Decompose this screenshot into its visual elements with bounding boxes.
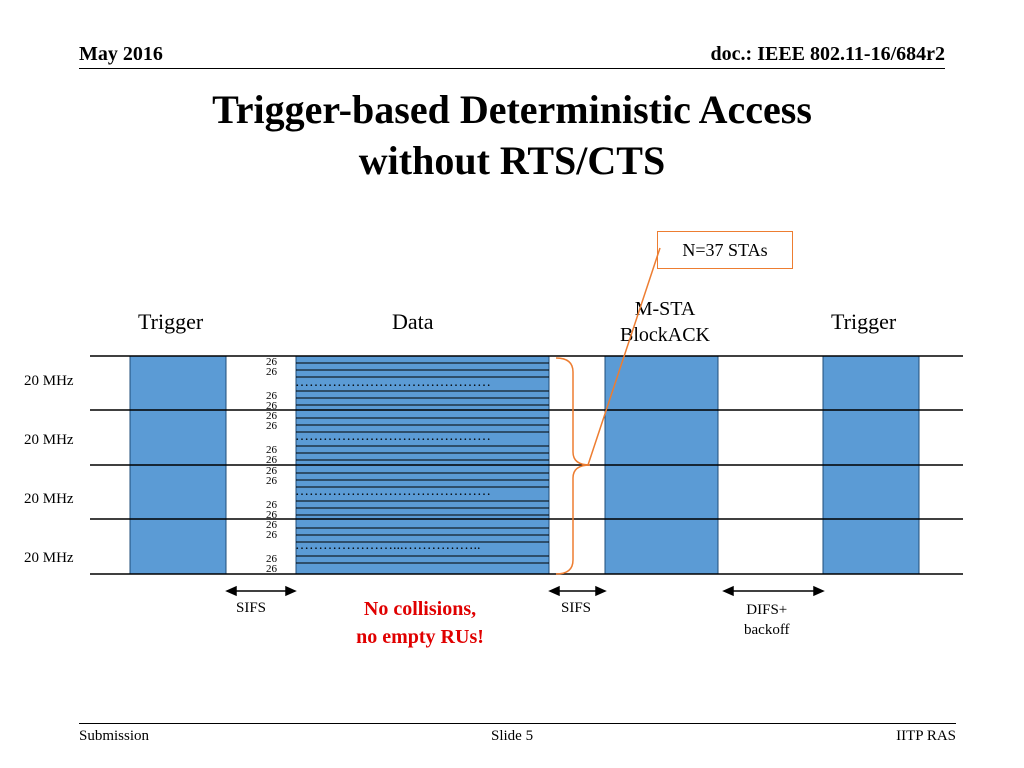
header-doc-id: doc.: IEEE 802.11-16/684r2 bbox=[710, 43, 945, 65]
sifs-label-1: SIFS bbox=[236, 600, 267, 616]
ru-label: 26 bbox=[266, 390, 277, 402]
label-mblockack-line2: BlockACK bbox=[620, 324, 710, 346]
ru-ellipsis-1: …………………………………… bbox=[295, 375, 491, 390]
ru-label: 26 bbox=[266, 444, 277, 456]
difs-line-2: backoff bbox=[744, 622, 790, 638]
footer-rule bbox=[79, 723, 956, 724]
title-line-1: Trigger-based Deterministic Access bbox=[212, 87, 812, 132]
ru-label: 26 bbox=[266, 366, 277, 378]
ru-label: 26 bbox=[266, 420, 277, 432]
channel-label-2: 20 MHz bbox=[24, 432, 74, 448]
channel-label-1: 20 MHz bbox=[24, 373, 74, 389]
ru-label: 26 bbox=[266, 529, 277, 541]
ru-ellipsis-3: …………………………………… bbox=[295, 484, 491, 499]
difs-line-1: DIFS+ bbox=[746, 602, 788, 618]
label-trigger-right: Trigger bbox=[831, 309, 897, 334]
difs-backoff-label: DIFS+ backoff bbox=[744, 600, 790, 640]
channel-lines bbox=[90, 355, 963, 575]
ru-ellipsis-4: …………………...…………….. bbox=[295, 538, 481, 553]
title-line-2: without RTS/CTS bbox=[358, 138, 666, 183]
ru-stripes bbox=[296, 362, 549, 564]
ru-label: 26 bbox=[266, 499, 277, 511]
gap-arrows bbox=[225, 585, 825, 597]
footer-org: IITP RAS bbox=[896, 728, 956, 744]
ru-label: 26 bbox=[266, 509, 277, 521]
sifs-label-2: SIFS bbox=[561, 600, 592, 616]
ru-label: 26 bbox=[266, 553, 277, 565]
slide-title: Trigger-based Deterministic Access witho… bbox=[0, 84, 1024, 186]
emphasis-line-2: no empty RUs! bbox=[356, 626, 484, 648]
header-date: May 2016 bbox=[79, 43, 163, 65]
channel-label-4: 20 MHz bbox=[24, 550, 74, 566]
ru-label: 26 bbox=[266, 356, 277, 368]
header-rule bbox=[79, 68, 945, 69]
footer-submission: Submission bbox=[79, 728, 150, 744]
ru-label: 26 bbox=[266, 400, 277, 412]
ru-label: 26 bbox=[266, 563, 277, 575]
footer-slide-number: Slide 5 bbox=[491, 728, 534, 744]
callout-box: N=37 STAs bbox=[657, 231, 793, 269]
group-brace bbox=[555, 357, 591, 575]
emphasis-note: No collisions, no empty RUs! bbox=[330, 595, 510, 651]
emphasis-line-1: No collisions, bbox=[363, 598, 477, 620]
ru-label: 26 bbox=[266, 410, 277, 422]
label-trigger-left: Trigger bbox=[138, 309, 204, 334]
channel-label-3: 20 MHz bbox=[24, 491, 74, 507]
ru-ellipsis-2: …………………………………… bbox=[295, 429, 491, 444]
label-data: Data bbox=[392, 309, 434, 334]
label-mblockack: M-STA BlockACK bbox=[610, 296, 720, 348]
ru-label: 26 bbox=[266, 519, 277, 531]
label-mblockack-line1: M-STA bbox=[634, 298, 696, 320]
ru-label: 26 bbox=[266, 454, 277, 466]
ru-label: 26 bbox=[266, 475, 277, 487]
ru-label: 26 bbox=[266, 465, 277, 477]
callout-pointer bbox=[587, 247, 661, 466]
